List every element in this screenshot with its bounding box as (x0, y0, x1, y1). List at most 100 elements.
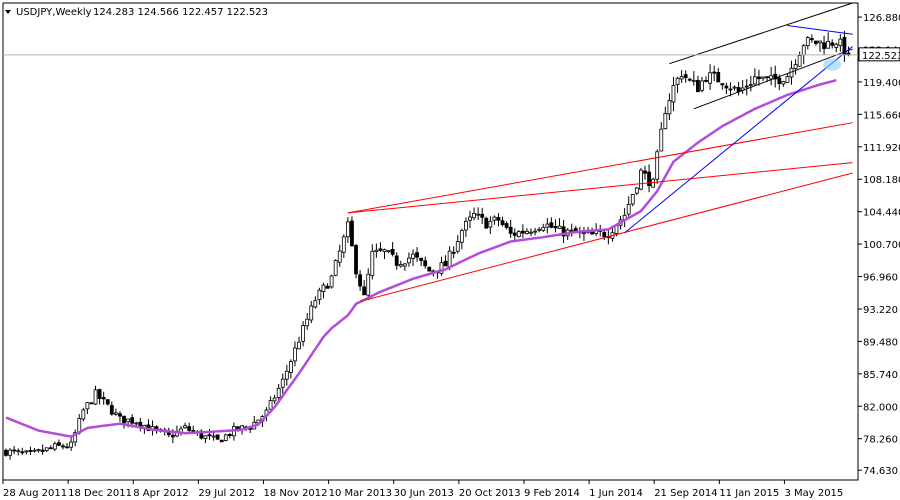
x-tick-label: 20 Oct 2013 (459, 488, 521, 499)
candle-body (582, 232, 586, 235)
candle-body (459, 230, 464, 243)
x-tick-label: 10 Mar 2013 (329, 488, 392, 499)
x-tick-label: 1 Jun 2014 (589, 488, 643, 499)
candle-body (207, 434, 212, 437)
candle-body (203, 435, 208, 439)
ohlc-label: 124.283 124.566 122.457 122.523 (93, 7, 268, 18)
candle-body (683, 74, 688, 79)
candle-body (520, 230, 525, 234)
candle-body (57, 442, 61, 446)
trend-line (669, 2, 853, 65)
candle-body (655, 151, 660, 180)
trend-line (359, 172, 853, 302)
y-tick-label: 93.220 (863, 305, 898, 316)
candle-body (366, 273, 371, 296)
candle-body (4, 449, 8, 456)
candle-body (333, 260, 338, 276)
candle-body (822, 42, 826, 49)
candle-body (297, 341, 301, 350)
candle-body (329, 275, 334, 288)
y-tick-label: 115.660 (863, 110, 900, 121)
x-tick-label: 18 Dec 2011 (68, 488, 132, 499)
candle-body (52, 443, 57, 450)
highlight-ellipse (823, 58, 842, 71)
candle-body (512, 232, 517, 236)
candle-body (663, 113, 668, 130)
candle-body (667, 100, 672, 115)
candle-body (769, 75, 774, 80)
candle-body (378, 248, 383, 251)
candle-body (105, 399, 110, 405)
candle-body (748, 84, 753, 86)
symbol-label: USDJPY,Weekly (16, 7, 92, 18)
candle-body (341, 236, 346, 253)
candle-body (720, 83, 725, 86)
candle-body (712, 71, 717, 74)
dropdown-arrow-icon[interactable] (5, 10, 11, 14)
chart-header: USDJPY,Weekly 124.283 124.566 122.457 12… (5, 7, 268, 18)
candle-body (191, 429, 196, 432)
candle-body (89, 402, 94, 405)
candle-body (97, 389, 102, 399)
candle-body (284, 370, 289, 380)
candle-body (732, 86, 737, 89)
candle-body (439, 262, 444, 274)
candle-body (752, 76, 757, 85)
candle-body (614, 225, 619, 234)
candle-body (118, 413, 122, 417)
candle-body (838, 38, 843, 47)
candle-body (447, 250, 452, 268)
x-tick-label: 3 May 2015 (784, 488, 843, 499)
candle-body (419, 257, 424, 261)
candle-body (337, 250, 342, 263)
candle-body (48, 447, 53, 450)
axes-layer: 126.880123.140119.400115.660111.920108.1… (2, 13, 900, 499)
candle-body (687, 78, 692, 81)
candle-body (362, 286, 367, 296)
candle-body (215, 434, 220, 440)
y-tick-label: 82.000 (863, 402, 898, 413)
candle-body (293, 347, 297, 362)
candle-body (305, 318, 310, 327)
candle-body (276, 387, 281, 398)
x-tick-label: 8 Apr 2012 (133, 488, 188, 499)
candle-body (744, 85, 749, 88)
candle-body (81, 409, 86, 420)
candle-body (777, 77, 782, 84)
x-tick-label: 30 Jun 2013 (394, 488, 454, 499)
candle-body (44, 447, 49, 451)
candle-body (36, 449, 41, 452)
candle-body (716, 72, 721, 83)
y-tick-label: 108.180 (863, 175, 900, 186)
candle-body (40, 449, 45, 452)
candle-body (451, 251, 456, 254)
candle-body (183, 425, 187, 429)
candle-body (696, 80, 700, 93)
candle-body (468, 216, 472, 221)
candle-body (785, 76, 790, 83)
y-tick-label: 119.400 (863, 78, 900, 89)
candle-body (28, 450, 33, 452)
candle-body (113, 412, 118, 415)
candle-body (476, 213, 481, 216)
candle-body (272, 397, 277, 402)
candles-layer (4, 30, 851, 460)
candle-body (805, 37, 810, 46)
candle-body (427, 266, 432, 272)
trend-line (693, 48, 853, 110)
candle-body (386, 250, 391, 253)
candle-body (358, 274, 362, 287)
candle-body (223, 434, 228, 441)
candle-body (480, 213, 485, 218)
candle-body (301, 325, 306, 342)
candle-body (227, 434, 232, 437)
y-tick-label: 126.880 (863, 13, 900, 24)
y-tick-label: 89.480 (863, 337, 898, 348)
y-tick-label: 96.960 (863, 273, 898, 284)
candle-body (93, 389, 98, 405)
candle-body (549, 222, 554, 228)
candle-body (634, 187, 639, 194)
candle-body (728, 88, 733, 91)
candle-body (317, 289, 322, 300)
